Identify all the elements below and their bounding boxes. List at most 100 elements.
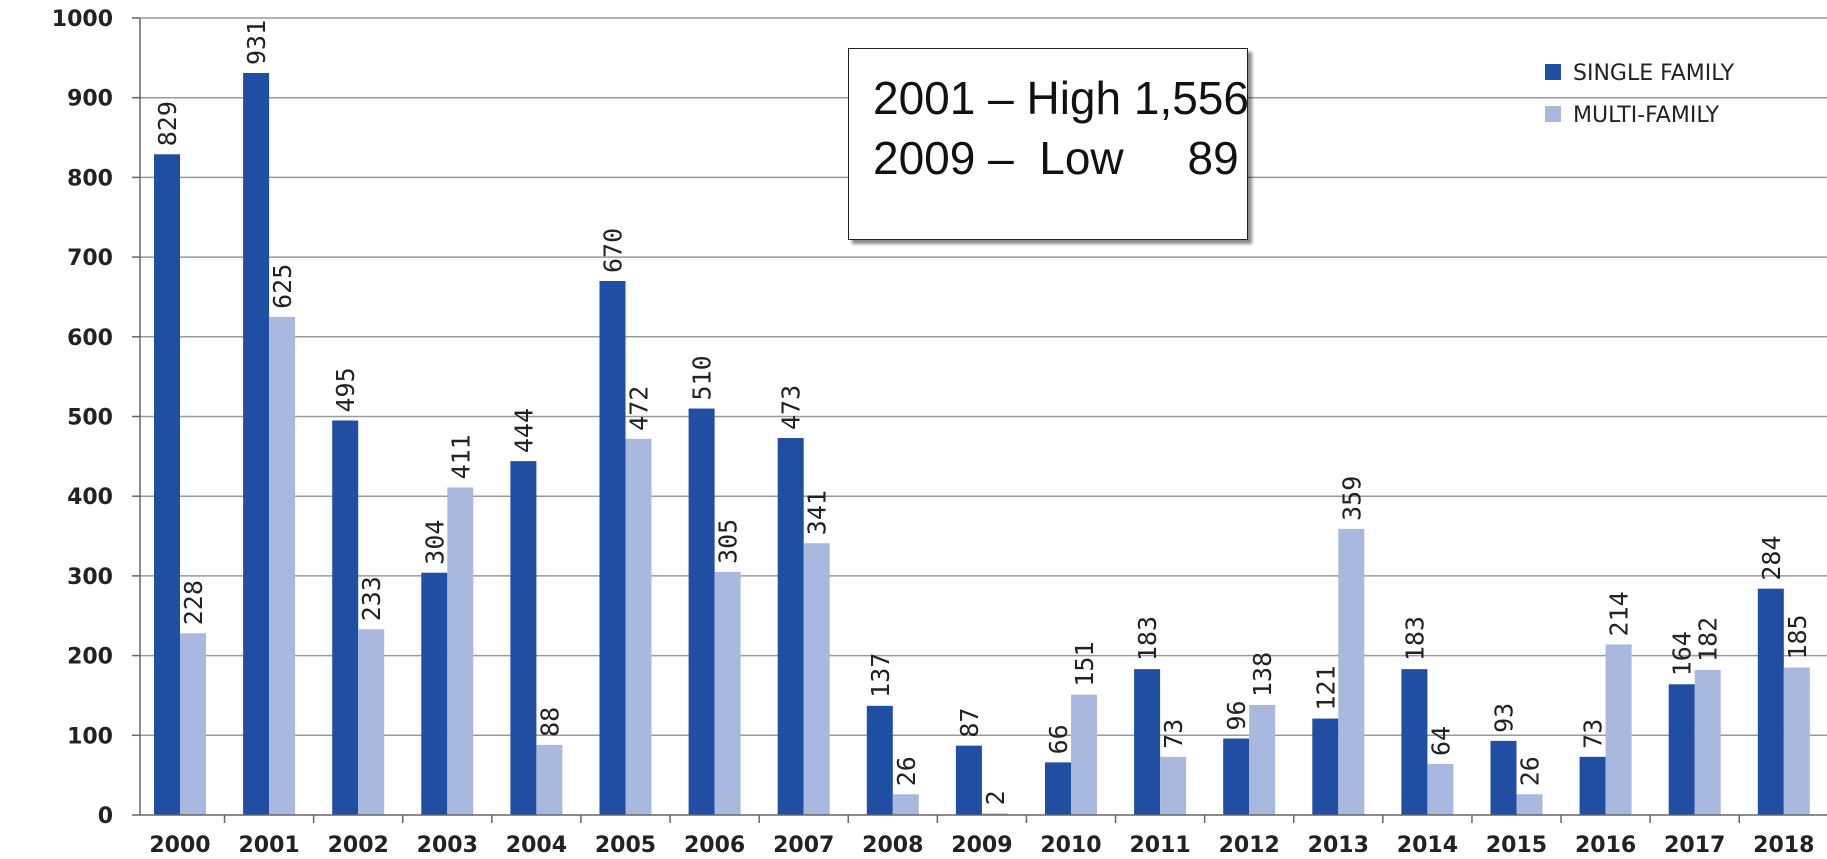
legend-label-multi-family: MULTI-FAMILY bbox=[1573, 103, 1720, 128]
annotation-high: 2001 – High 1,556 bbox=[873, 72, 1249, 124]
legend: SINGLE FAMILY MULTI-FAMILY bbox=[1545, 61, 1735, 128]
bar-multi-family bbox=[447, 487, 474, 815]
bar-single-family bbox=[510, 461, 537, 815]
bar-single-family bbox=[955, 745, 982, 815]
data-label: 473 bbox=[777, 385, 806, 430]
x-tick-label: 2009 bbox=[951, 833, 1012, 858]
data-label: 137 bbox=[866, 653, 895, 698]
data-label: 138 bbox=[1248, 652, 1277, 697]
x-tick-label: 2012 bbox=[1219, 833, 1280, 858]
data-labels: 829 228 931 625 495 233 304 411 444 88 670 472 510 30… bbox=[153, 20, 1812, 806]
data-label: 2 bbox=[981, 790, 1010, 805]
x-tick-label: 2017 bbox=[1664, 833, 1725, 858]
data-label: 304 bbox=[420, 520, 449, 565]
bar-single-family bbox=[599, 281, 626, 815]
bar-multi-family bbox=[1071, 694, 1097, 815]
bar-multi-family bbox=[1249, 705, 1276, 815]
bar-single-family bbox=[421, 572, 448, 815]
data-label: 88 bbox=[535, 707, 564, 737]
x-tick-label: 2014 bbox=[1397, 833, 1458, 858]
x-tick-label: 2007 bbox=[773, 833, 834, 858]
x-tick-label: 2016 bbox=[1575, 833, 1636, 858]
bar-single-family bbox=[1134, 669, 1161, 815]
y-tick-label: 600 bbox=[67, 326, 113, 351]
bar-single-family bbox=[1223, 738, 1250, 815]
bar-multi-family bbox=[1783, 667, 1810, 815]
bar-multi-family bbox=[714, 571, 741, 815]
bar-multi-family bbox=[269, 316, 296, 815]
bar-single-family bbox=[1045, 762, 1071, 815]
data-label: 444 bbox=[509, 408, 538, 453]
x-tick-label: 2011 bbox=[1129, 833, 1190, 858]
bar-single-family bbox=[1757, 588, 1784, 815]
bar-single-family bbox=[1668, 684, 1695, 815]
x-tick-label: 2005 bbox=[595, 833, 656, 858]
x-tick-label: 2018 bbox=[1753, 833, 1814, 858]
data-label: 625 bbox=[268, 264, 297, 309]
data-label: 183 bbox=[1400, 616, 1429, 661]
bar-multi-family bbox=[1694, 669, 1721, 815]
x-tick-label: 2004 bbox=[506, 833, 567, 858]
x-tick-label: 2002 bbox=[328, 833, 389, 858]
x-tick-label: 2013 bbox=[1308, 833, 1369, 858]
data-label: 96 bbox=[1222, 700, 1251, 730]
data-label: 93 bbox=[1490, 703, 1519, 733]
y-tick-label: 700 bbox=[67, 246, 113, 271]
data-label: 73 bbox=[1159, 719, 1188, 749]
bar-multi-family bbox=[1605, 644, 1632, 815]
bar-single-family bbox=[332, 420, 359, 815]
bar-single-family bbox=[1401, 669, 1428, 815]
bar-single-family bbox=[154, 154, 180, 816]
data-label: 87 bbox=[955, 708, 984, 738]
bar-multi-family bbox=[803, 543, 830, 815]
y-tick-label: 200 bbox=[67, 645, 113, 670]
data-label: 185 bbox=[1783, 614, 1812, 659]
data-label: 66 bbox=[1044, 724, 1073, 754]
y-tick-label: 300 bbox=[67, 565, 113, 590]
x-tick-label: 2010 bbox=[1040, 833, 1101, 858]
x-tick-label: 2008 bbox=[862, 833, 923, 858]
bar-single-family bbox=[866, 705, 893, 815]
bar-multi-family bbox=[180, 633, 206, 815]
data-label: 510 bbox=[688, 355, 717, 400]
bar-multi-family bbox=[1160, 756, 1187, 815]
bar-multi-family bbox=[1516, 794, 1543, 815]
bar-single-family bbox=[1579, 756, 1606, 815]
bar-multi-family bbox=[1338, 528, 1365, 815]
y-tick-label: 900 bbox=[67, 87, 113, 112]
bar-single-family bbox=[777, 438, 804, 815]
y-tick-label: 100 bbox=[67, 724, 113, 749]
data-label: 151 bbox=[1070, 641, 1099, 686]
x-axis-ticks: 2000 2001 2002 2003 2004 2005 2006 2007 2008 2009… bbox=[149, 815, 1814, 858]
bar-multi-family bbox=[358, 629, 385, 815]
annotation-box: 2001 – High 1,556 2009 – Low 89 bbox=[848, 48, 1249, 240]
bar-single-family bbox=[688, 408, 715, 815]
data-label: 359 bbox=[1337, 476, 1366, 521]
x-tick-label: 2006 bbox=[684, 833, 745, 858]
data-label: 228 bbox=[179, 580, 208, 625]
data-label: 931 bbox=[242, 20, 271, 65]
bar-multi-family bbox=[892, 794, 919, 815]
data-label: 495 bbox=[331, 367, 360, 412]
annotation-low: 2009 – Low 89 bbox=[873, 132, 1239, 184]
data-label: 284 bbox=[1757, 535, 1786, 580]
data-label: 829 bbox=[153, 101, 182, 146]
x-tick-label: 2000 bbox=[149, 833, 210, 858]
bar-single-family bbox=[1490, 740, 1517, 815]
bar-multi-family bbox=[625, 438, 652, 815]
data-label: 26 bbox=[892, 756, 921, 786]
bar-multi-family bbox=[981, 813, 1008, 815]
data-label: 121 bbox=[1311, 665, 1340, 710]
x-tick-label: 2003 bbox=[417, 833, 478, 858]
data-label: 26 bbox=[1516, 756, 1545, 786]
legend-label-single-family: SINGLE FAMILY bbox=[1573, 61, 1735, 86]
data-label: 64 bbox=[1426, 726, 1455, 756]
y-tick-label: 0 bbox=[98, 804, 113, 829]
data-label: 182 bbox=[1694, 617, 1723, 662]
bars bbox=[154, 72, 1810, 816]
data-label: 305 bbox=[714, 519, 743, 564]
data-label: 183 bbox=[1133, 616, 1162, 661]
y-tick-label: 1000 bbox=[52, 7, 113, 32]
bar-multi-family bbox=[1427, 763, 1454, 815]
